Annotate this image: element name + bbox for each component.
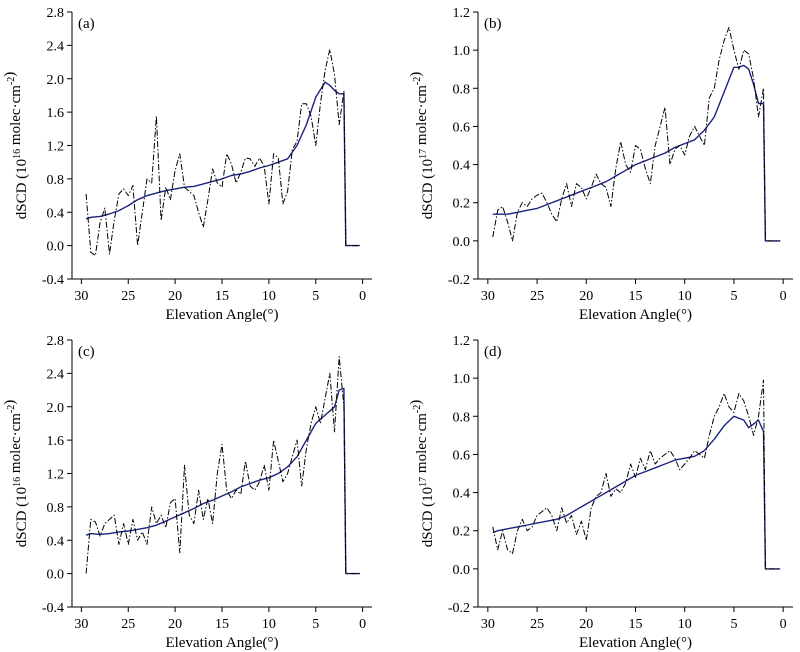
panel-d: -0.2 0.0 0.2 0.4 0.6 0.8 1.0 1.2 30 25 20 15 10 5 0 Ele… [408,334,793,651]
panel-label: (d) [484,344,502,360]
y-tick-label: 0.8 [47,501,65,516]
y-tick-label: 0.8 [453,82,471,97]
y-axis-title: dSCD (1016 molec·cm-2) [2,72,30,220]
y-tick-label: 0.4 [453,487,471,502]
x-tick-label: 20 [168,289,182,304]
y-tick-label: -0.2 [448,273,470,288]
y-tick-label: 0.4 [47,534,65,549]
x-tick-label: 20 [168,617,182,632]
y-tick-label: 1.2 [47,140,65,155]
y-axis-title: dSCD (1017 molec·cm-2) [408,400,436,548]
x-tick-label: 15 [215,617,229,632]
x-tick-label: 20 [579,289,593,304]
y-tick-label: 1.0 [453,44,471,59]
y-tick-label: 2.4 [47,367,65,382]
series-line-dashdot [85,49,360,257]
x-tick-label: 0 [780,289,787,304]
y-tick-label: 1.2 [453,6,471,21]
x-tick-label: 30 [74,617,88,632]
x-tick-label: 25 [530,289,544,304]
x-axis-title: Elevation Angle(°) [165,635,278,651]
panel-label: (c) [78,344,95,360]
x-tick-label: 10 [678,617,692,632]
y-tick-label: 1.6 [47,434,65,449]
x-tick-label: 30 [481,289,495,304]
y-tick-label: 0.2 [453,197,471,212]
y-tick-label: 0.0 [453,235,471,250]
y-tick-label: 2.4 [47,39,65,54]
x-tick-label: 20 [579,617,593,632]
series-line-solid [492,64,781,242]
y-tick-label: 0.6 [453,448,471,463]
x-tick-label: 5 [730,617,737,632]
x-tick-label: 15 [629,617,643,632]
y-tick-label: 0.2 [453,525,471,540]
x-tick-label: 15 [215,289,229,304]
y-tick-label: 1.2 [47,468,65,483]
x-tick-label: 5 [312,289,319,304]
y-tick-label: -0.4 [42,601,64,616]
y-axis-title: dSCD (1016 molec·cm-2) [2,400,30,548]
y-axis-title: dSCD (1017 molec·cm-2) [408,72,436,220]
y-tick-label: -0.2 [448,601,470,616]
y-tick-label: 2.8 [47,6,65,21]
series-line-solid [492,415,781,570]
x-tick-label: 10 [262,289,276,304]
x-tick-label: 10 [262,617,276,632]
y-tick-label: 0.0 [453,563,471,578]
y-tick-label: 1.6 [47,106,65,121]
x-tick-label: 30 [481,617,495,632]
x-tick-label: 5 [730,289,737,304]
panel-label: (b) [484,16,502,32]
x-tick-label: 10 [678,289,692,304]
x-axis-title: Elevation Angle(°) [165,307,278,323]
panel-a: -0.4 0.0 0.4 0.8 1.2 1.6 2.0 2.4 2.8 30 25 20 15 10 5 0… [2,6,372,323]
y-tick-label: -0.4 [42,273,64,288]
y-tick-label: 0.4 [47,206,65,221]
panel-c: -0.4 0.0 0.4 0.8 1.2 1.6 2.0 2.4 2.8 30 25 20 15 10 5 0… [2,334,372,651]
x-tick-label: 0 [359,617,366,632]
y-tick-label: 2.8 [47,334,65,349]
series-line-solid [85,81,360,247]
y-tick-label: 0.8 [453,410,471,425]
series-line-dashdot [492,379,781,570]
y-tick-label: 0.6 [453,120,471,135]
y-tick-label: 0.4 [453,159,471,174]
y-tick-label: 0.0 [47,568,65,583]
x-axis-title: Elevation Angle(°) [579,635,692,651]
series-line-dashdot [85,356,360,575]
x-tick-label: 25 [530,617,544,632]
y-tick-label: 2.0 [47,73,65,88]
x-axis-title: Elevation Angle(°) [579,307,692,323]
y-tick-label: 2.0 [47,401,65,416]
x-tick-label: 15 [629,289,643,304]
x-tick-label: 5 [312,617,319,632]
panel-label: (a) [78,16,95,32]
x-tick-label: 25 [121,289,135,304]
panel-b: -0.2 0.0 0.2 0.4 0.6 0.8 1.0 1.2 30 25 20 15 10 5 0 Ele… [408,6,793,323]
y-tick-label: 0.8 [47,173,65,188]
x-tick-label: 0 [359,289,366,304]
series-line-dashdot [492,26,781,242]
x-tick-label: 25 [121,617,135,632]
x-tick-label: 30 [74,289,88,304]
y-tick-label: 1.2 [453,334,471,349]
y-tick-label: 1.0 [453,372,471,387]
x-tick-label: 0 [780,617,787,632]
y-tick-label: 0.0 [47,240,65,255]
